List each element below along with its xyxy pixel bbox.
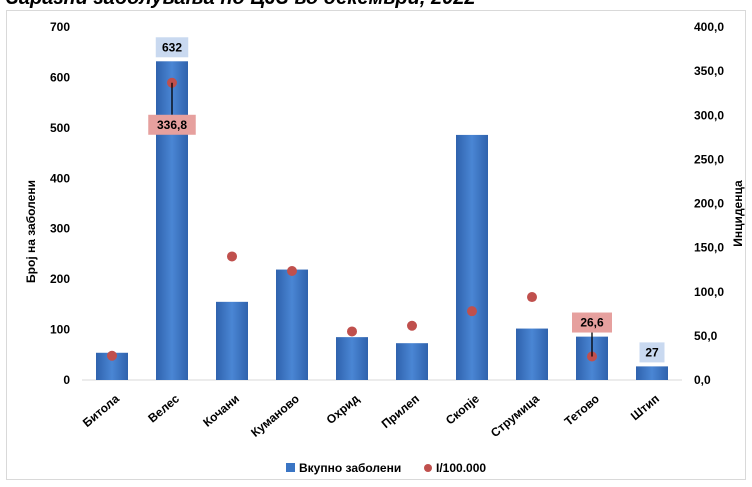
x-tick-label: Струмица: [488, 391, 542, 440]
x-tick-label: Скопје: [443, 391, 482, 427]
y-axis-title-left: Број на заболени: [24, 180, 38, 283]
y-tick-label-right: 0,0: [694, 373, 711, 387]
data-label-box: [572, 312, 612, 333]
y-tick-label-right: 400,0: [694, 20, 724, 34]
chart-title: Заразни заболувања по ЦЈЗ во декември, 2…: [6, 0, 475, 10]
y-tick-label-left: 0: [63, 373, 70, 387]
bar-Штип: [636, 366, 668, 380]
x-tick-label: Штип: [628, 392, 662, 424]
data-label-box: [148, 114, 196, 135]
data-label: 632: [162, 40, 182, 54]
data-label: 336,8: [157, 118, 187, 132]
bar-Охрид: [336, 337, 368, 380]
y-tick-label-left: 500: [50, 121, 70, 135]
x-tick-label: Кочани: [200, 392, 242, 430]
point-Прилеп: [407, 320, 417, 331]
point-Кочани: [227, 251, 237, 262]
point-Скопје: [467, 306, 477, 317]
data-label: 26,6: [580, 316, 604, 330]
legend-label: I/100.000: [436, 461, 486, 475]
data-label: 27: [645, 345, 659, 359]
y-tick-label-right: 150,0: [694, 241, 724, 255]
y-tick-label-left: 200: [50, 272, 70, 286]
y-tick-label-left: 600: [50, 70, 70, 84]
y-tick-label-left: 700: [50, 20, 70, 34]
y-tick-label-right: 350,0: [694, 64, 724, 78]
point-Охрид: [347, 326, 357, 337]
x-tick-label: Велес: [145, 391, 182, 425]
chart-frame: [6, 10, 746, 480]
y-tick-label-left: 300: [50, 222, 70, 236]
point-Куманово: [287, 266, 297, 277]
x-tick-label: Битола: [80, 391, 122, 430]
bar-Скопје: [456, 134, 488, 380]
y-axis-title-right: Инциденца: [731, 180, 745, 247]
y-tick-label-right: 200,0: [694, 197, 724, 211]
bar-Струмица: [516, 328, 548, 380]
y-tick-label-right: 100,0: [694, 285, 724, 299]
x-tick-label: Куманово: [248, 392, 302, 440]
y-tick-label-left: 400: [50, 171, 70, 185]
legend-swatch-points: [424, 464, 432, 472]
data-label-box: [639, 342, 665, 363]
y-tick-label-left: 100: [50, 323, 70, 337]
bar-Прилеп: [396, 343, 428, 380]
x-tick-label: Тетово: [562, 392, 602, 429]
x-tick-label: Прилеп: [379, 392, 422, 431]
legend-label: Вкупно заболени: [299, 461, 401, 475]
point-Битола: [107, 350, 117, 361]
y-tick-label-right: 50,0: [694, 329, 718, 343]
legend-swatch-bars: [286, 463, 295, 472]
data-label-box: [155, 37, 189, 58]
y-tick-label-right: 250,0: [694, 152, 724, 166]
bar-Кочани: [216, 301, 248, 380]
point-Струмица: [527, 292, 537, 303]
x-tick-label: Охрид: [324, 391, 363, 427]
y-tick-label-right: 300,0: [694, 108, 724, 122]
bar-Куманово: [276, 269, 308, 380]
